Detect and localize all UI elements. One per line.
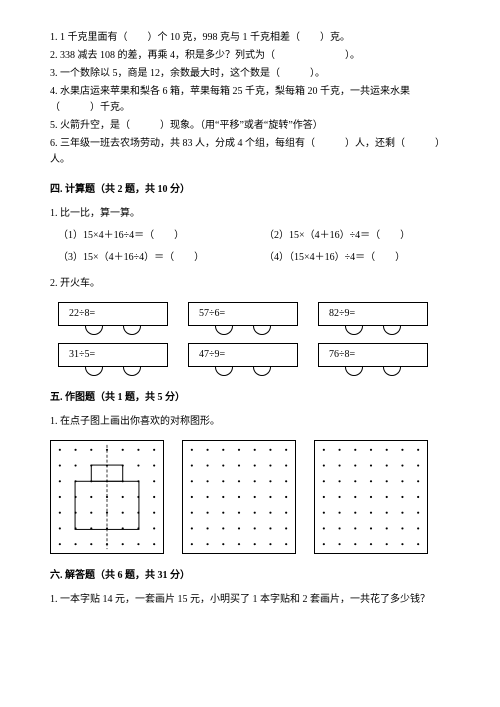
train-wheels — [85, 366, 141, 376]
section5-q1-label: 1. 在点子图上画出你喜欢的对称图形。 — [50, 414, 450, 430]
train-wheels — [345, 325, 401, 335]
train-car: 22÷8= — [58, 302, 168, 335]
wheel-icon — [85, 366, 103, 376]
fill-question: 6. 三年级一班去农场劳动，共 83 人，分成 4 个组，每组有（ ）人，还剩（… — [50, 136, 450, 168]
train-car: 82÷9= — [318, 302, 428, 335]
compare-item: （4）（15×4＋16）÷4＝（ ） — [264, 250, 450, 266]
compare-row: （3）15×（4＋16÷4）＝（ ） （4）（15×4＋16）÷4＝（ ） — [50, 250, 450, 266]
train-wheels — [215, 366, 271, 376]
wheel-icon — [253, 325, 271, 335]
train-box: 76÷8= — [318, 343, 428, 367]
train-car: 76÷8= — [318, 343, 428, 376]
wheel-icon — [345, 325, 363, 335]
fill-question: 5. 火箭升空，是（ ）现象。（用“平移”或者“旋转”作答） — [50, 118, 450, 134]
section6-title: 六. 解答题（共 6 题，共 31 分） — [50, 568, 450, 584]
wheel-icon — [215, 366, 233, 376]
fill-question: 3. 一个数除以 5，商是 12，余数最大时，这个数是（ ）。 — [50, 66, 450, 82]
symmetry-overlay — [51, 441, 163, 553]
wheel-icon — [85, 325, 103, 335]
compare-item: （2）15×（4＋16）÷4＝（ ） — [264, 228, 450, 244]
train-car: 47÷9= — [188, 343, 298, 376]
wheel-icon — [383, 366, 401, 376]
wheel-icon — [123, 325, 141, 335]
train-box: 57÷6= — [188, 302, 298, 326]
train-wheels — [345, 366, 401, 376]
section5-title: 五. 作图题（共 1 题，共 5 分） — [50, 390, 450, 406]
section4-title: 四. 计算题（共 2 题，共 10 分） — [50, 182, 450, 198]
wheel-icon — [123, 366, 141, 376]
dot-grid — [50, 440, 164, 554]
fill-question: 1. 1 千克里面有（ ）个 10 克，998 克与 1 千克相差（ ）克。 — [50, 30, 450, 46]
dot-grid — [182, 440, 296, 554]
train-box: 82÷9= — [318, 302, 428, 326]
section6-q1: 1. 一本字贴 14 元，一套画片 15 元，小明买了 1 本字贴和 2 套画片… — [50, 592, 450, 608]
dot-grid — [314, 440, 428, 554]
fill-question: 2. 338 减去 108 的差，再乘 4，积是多少？列式为（ ）。 — [50, 48, 450, 64]
train-box: 31÷5= — [58, 343, 168, 367]
train-box: 47÷9= — [188, 343, 298, 367]
wheel-icon — [253, 366, 271, 376]
train-grid: 22÷8= 57÷6= 82÷9= 31÷5= 47÷9= 76÷8= — [50, 302, 450, 376]
section4-q2-label: 2. 开火车。 — [50, 276, 450, 292]
train-row: 31÷5= 47÷9= 76÷8= — [50, 343, 450, 376]
train-car: 57÷6= — [188, 302, 298, 335]
train-row: 22÷8= 57÷6= 82÷9= — [50, 302, 450, 335]
compare-row: （1）15×4＋16÷4＝（ ） （2）15×（4＋16）÷4＝（ ） — [50, 228, 450, 244]
train-car: 31÷5= — [58, 343, 168, 376]
wheel-icon — [383, 325, 401, 335]
fill-question: 4. 水果店运来苹果和梨各 6 箱，苹果每箱 25 千克，梨每箱 20 千克，一… — [50, 84, 450, 116]
section4-q1-label: 1. 比一比，算一算。 — [50, 206, 450, 222]
train-wheels — [215, 325, 271, 335]
train-wheels — [85, 325, 141, 335]
wheel-icon — [345, 366, 363, 376]
wheel-icon — [215, 325, 233, 335]
train-box: 22÷8= — [58, 302, 168, 326]
dot-grids-container — [50, 440, 450, 554]
compare-item: （3）15×（4＋16÷4）＝（ ） — [58, 250, 244, 266]
compare-item: （1）15×4＋16÷4＝（ ） — [58, 228, 244, 244]
